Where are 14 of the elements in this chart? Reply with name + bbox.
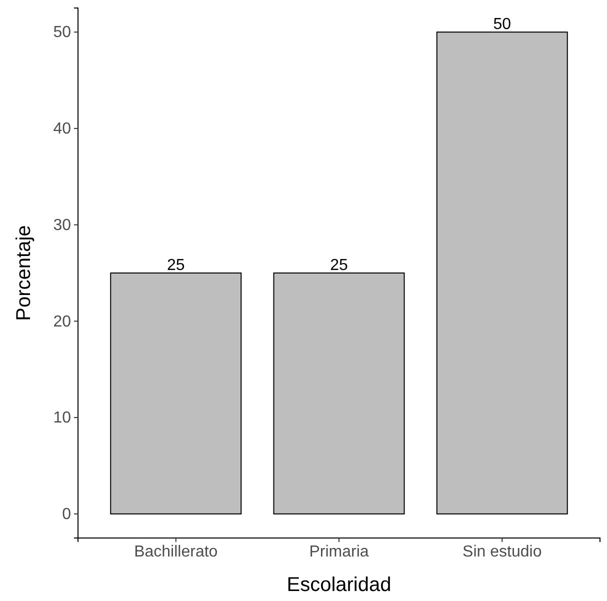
y-tick-label: 50 [53, 24, 72, 42]
y-tick-label: 20 [53, 313, 72, 330]
x-tick-label: Bachillerato [134, 543, 218, 560]
y-tick-label: 30 [53, 216, 72, 234]
x-tick-label: Primaria [309, 543, 369, 560]
y-tick-label: 40 [53, 120, 72, 138]
y-tick-label: 10 [53, 410, 72, 427]
data-label: 25 [330, 257, 348, 274]
data-label: 25 [166, 257, 185, 274]
x-axis-title: Escolaridad [286, 574, 392, 596]
x-tick-label: Sin estudio [462, 543, 542, 560]
y-tick-label: 0 [62, 506, 72, 524]
y-axis-title: Porcentaje [13, 225, 35, 321]
data-label: 50 [493, 16, 512, 34]
